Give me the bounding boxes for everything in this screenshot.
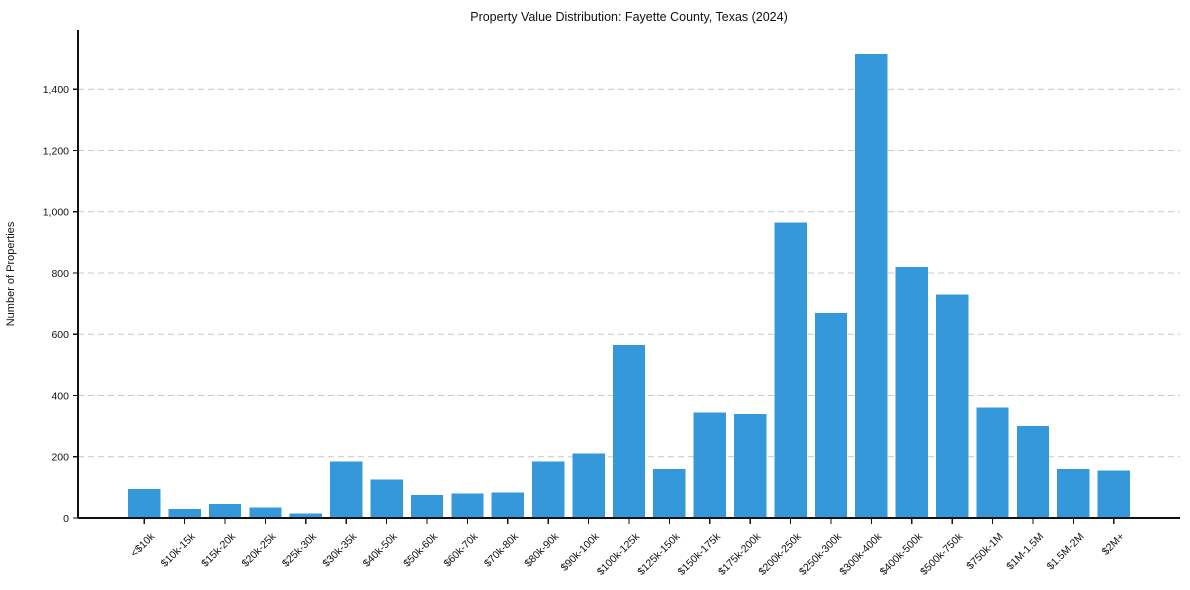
x-tick-label: $1M-1.5M (1004, 531, 1046, 573)
chart-title: Property Value Distribution: Fayette Cou… (470, 10, 788, 24)
bar (693, 412, 726, 518)
x-tick-label: $1.5M-2M (1045, 531, 1087, 573)
y-tick-label: 200 (51, 452, 69, 464)
bar (410, 495, 444, 518)
bar (895, 266, 928, 518)
bar (774, 222, 807, 518)
y-tick-label: 400 (51, 390, 69, 402)
bar (612, 344, 646, 518)
bar (734, 413, 767, 518)
bar (1057, 468, 1090, 518)
bar (370, 479, 403, 518)
x-tick-label: $500k-750k (918, 530, 966, 578)
y-tick-label: 1,200 (43, 145, 69, 157)
y-tick-label: 800 (51, 268, 69, 280)
x-tick-label: $70k-80k (482, 530, 522, 570)
y-tick-label: 1,400 (43, 84, 69, 96)
bar (1016, 426, 1050, 518)
bar (128, 488, 161, 518)
bar (289, 513, 322, 518)
x-tick-label: $60k-70k (441, 530, 481, 570)
x-tick-label: $20k-25k (239, 530, 279, 570)
x-tick-label: $750k-1M (964, 531, 1006, 573)
bar (653, 468, 686, 518)
y-axis-title: Number of Properties (5, 221, 17, 326)
x-tick-label: $50k-60k (401, 530, 441, 570)
bar (855, 53, 888, 518)
bar (1097, 470, 1130, 518)
bar (451, 493, 484, 518)
x-tick-label: $25k-30k (280, 530, 320, 570)
bar (249, 507, 282, 518)
bar (936, 294, 969, 518)
bar (532, 461, 565, 518)
bar (814, 312, 848, 518)
x-tick-label: $80k-90k (522, 530, 562, 570)
y-tick-label: 1,000 (43, 207, 69, 219)
x-tick-label: $15k-20k (199, 530, 239, 570)
bar (168, 508, 201, 518)
bar (208, 504, 242, 518)
bar (572, 453, 605, 518)
bar (491, 492, 524, 518)
axes-layer (73, 30, 1180, 524)
x-tick-label: $2M+ (1100, 531, 1127, 558)
bars-layer (128, 53, 1130, 518)
x-tick-label: $30k-35k (320, 530, 360, 570)
y-tick-label: 600 (51, 329, 69, 341)
bar (330, 461, 363, 518)
x-tick-label: $10k-15k (159, 530, 199, 570)
bar (976, 407, 1009, 518)
x-tick-label: <$10k (128, 530, 157, 559)
x-tick-label: $40k-50k (361, 530, 401, 570)
y-tick-label: 0 (63, 513, 69, 525)
